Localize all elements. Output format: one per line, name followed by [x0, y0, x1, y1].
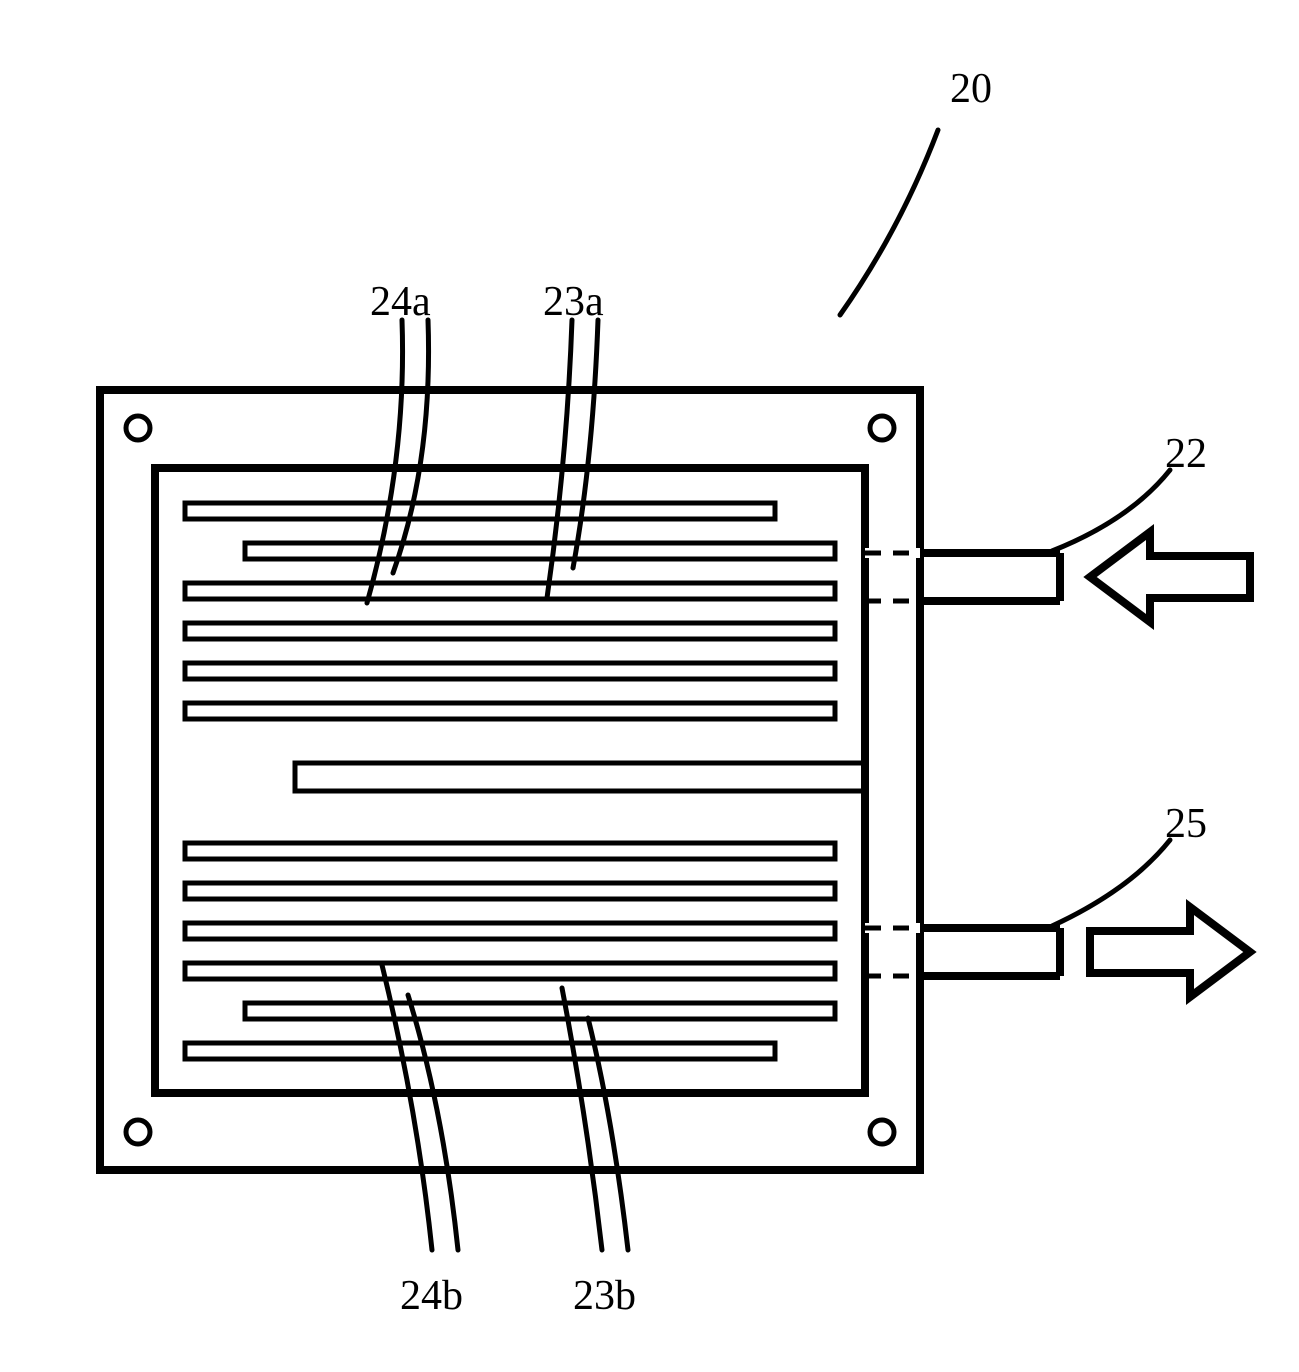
label-23b: 23b: [573, 1272, 636, 1320]
diagram-svg: [0, 0, 1299, 1372]
label-22: 22: [1165, 430, 1207, 478]
label-24b: 24b: [400, 1272, 463, 1320]
label-25: 25: [1165, 800, 1207, 848]
label-24a: 24a: [370, 278, 431, 326]
label-23a: 23a: [543, 278, 604, 326]
diagram-canvas: 20 22 25 24a 23a 24b 23b: [0, 0, 1299, 1372]
label-20: 20: [950, 65, 992, 113]
